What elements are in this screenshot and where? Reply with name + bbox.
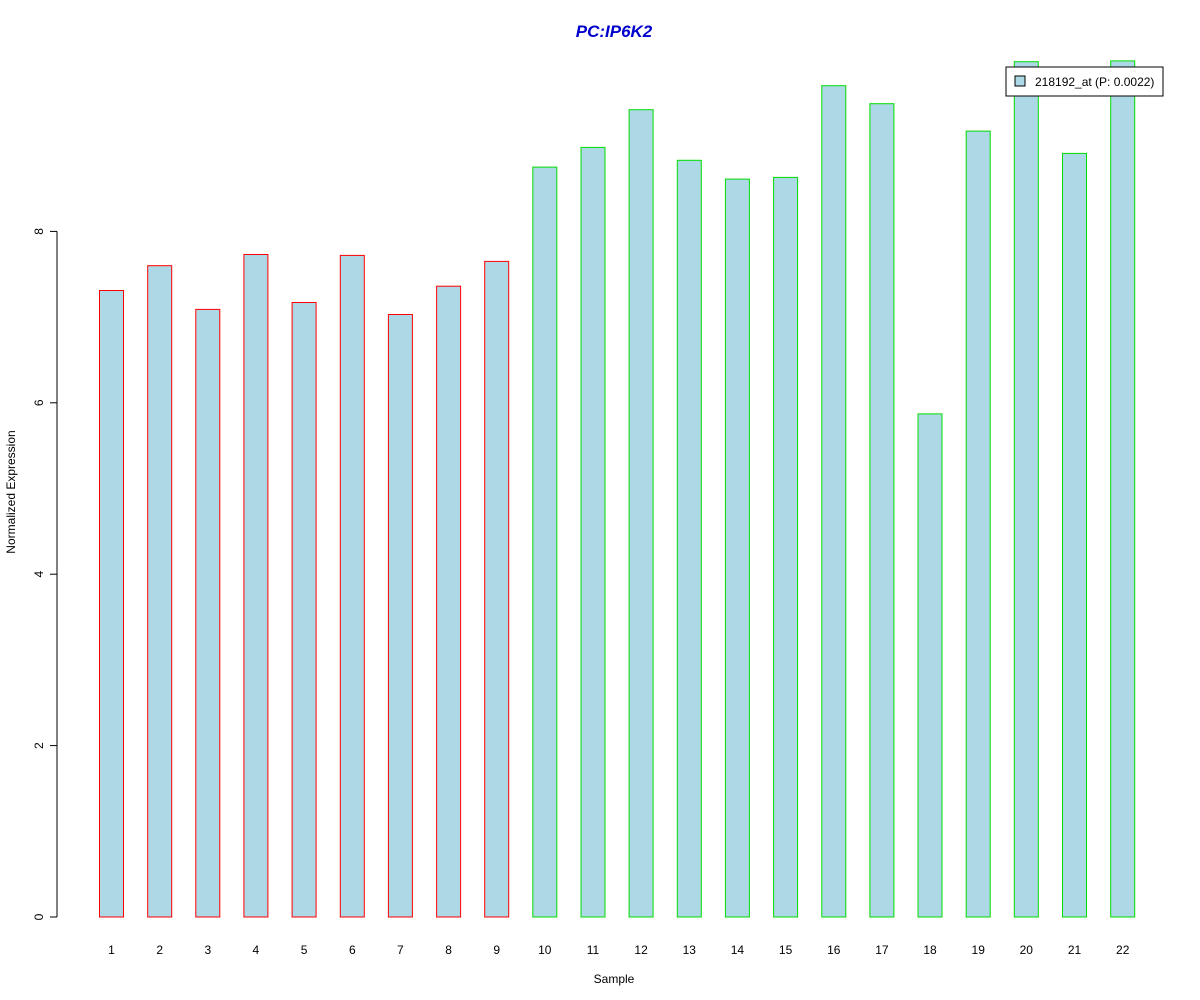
y-tick-label: 0 [32, 913, 46, 920]
y-tick-label: 2 [32, 742, 46, 749]
bar-sample-6 [339, 254, 365, 918]
legend: 218192_at (P: 0.0022) [1005, 66, 1164, 97]
x-tick-label: 6 [349, 943, 356, 957]
bar-sample-9 [484, 260, 510, 918]
x-tick-label: 10 [538, 943, 552, 957]
legend-box [1005, 66, 1164, 97]
bar-sample-1 [99, 290, 124, 918]
x-tick-label: 8 [445, 943, 452, 957]
legend-swatch [1014, 75, 1026, 87]
y-tick-label: 4 [32, 571, 46, 578]
y-axis-title: Normalized Expression [4, 430, 18, 553]
bar-sample-17 [869, 103, 895, 918]
bar-sample-16 [821, 85, 847, 918]
x-tick-label: 18 [923, 943, 937, 957]
bar-sample-2 [147, 265, 173, 918]
x-tick-label: 9 [493, 943, 500, 957]
bar-sample-22 [1110, 60, 1136, 918]
x-tick-label: 1 [108, 943, 115, 957]
x-tick-label: 11 [587, 943, 600, 957]
x-tick-label: 14 [731, 943, 745, 957]
x-tick-label: 7 [397, 943, 404, 957]
bar-sample-14 [724, 178, 750, 918]
x-tick-label: 4 [253, 943, 260, 957]
x-tick-label: 22 [1116, 943, 1130, 957]
x-tick-label: 16 [827, 943, 841, 957]
x-tick-label: 13 [683, 943, 697, 957]
bar-sample-18 [917, 413, 943, 918]
y-tick-label: 8 [32, 228, 46, 235]
bar-sample-4 [243, 254, 269, 918]
x-tick-label: 5 [301, 943, 308, 957]
x-tick-label: 3 [204, 943, 211, 957]
y-tick-label: 6 [32, 399, 46, 406]
x-tick-label: 17 [875, 943, 889, 957]
bar-sample-11 [580, 146, 606, 918]
x-axis-labels: 1 2 3 4 5 6 7 8 9 10 11 12 13 14 15 16 17 18 19 20 21 22 [108, 943, 1130, 957]
x-tick-label: 19 [972, 943, 986, 957]
y-axis: 0 2 4 6 8 [32, 228, 58, 920]
x-axis-title: Sample [594, 972, 635, 986]
bars-group [99, 60, 1136, 918]
bar-sample-21 [1062, 152, 1087, 918]
chart-title: PC:IP6K2 [576, 22, 653, 41]
bar-sample-3 [195, 308, 221, 918]
x-tick-label: 12 [634, 943, 648, 957]
x-tick-label: 20 [1020, 943, 1034, 957]
bar-sample-13 [676, 159, 702, 918]
bar-sample-5 [291, 302, 317, 918]
x-tick-label: 2 [156, 943, 163, 957]
bar-sample-12 [628, 109, 654, 918]
bar-sample-10 [532, 166, 558, 918]
legend-series-label: 218192_at (P: 0.0022) [1035, 75, 1154, 89]
bar-sample-20 [1013, 61, 1039, 918]
bar-sample-7 [387, 314, 413, 918]
x-tick-label: 21 [1068, 943, 1082, 957]
bar-sample-19 [965, 130, 991, 918]
x-tick-label: 15 [779, 943, 793, 957]
bar-sample-15 [773, 176, 799, 918]
bar-sample-8 [436, 285, 462, 918]
